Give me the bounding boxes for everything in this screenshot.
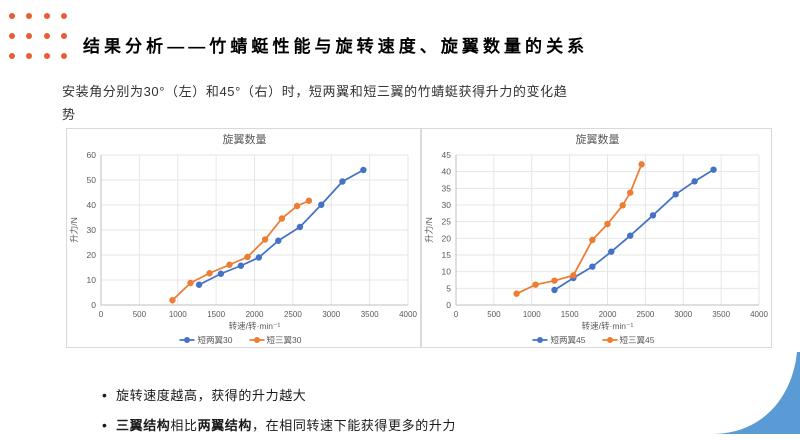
svg-text:10: 10 (442, 267, 452, 277)
svg-text:15: 15 (442, 250, 452, 260)
svg-text:3000: 3000 (322, 310, 340, 319)
svg-text:0: 0 (454, 310, 459, 319)
svg-text:45: 45 (442, 150, 452, 160)
svg-text:35: 35 (442, 183, 452, 193)
svg-text:25: 25 (442, 217, 452, 227)
svg-text:4000: 4000 (399, 310, 417, 319)
svg-text:4000: 4000 (750, 310, 768, 319)
svg-text:升力/N: 升力/N (424, 217, 434, 243)
svg-text:30: 30 (87, 225, 97, 235)
svg-text:500: 500 (487, 310, 501, 319)
svg-text:2000: 2000 (246, 310, 264, 319)
svg-text:0: 0 (446, 300, 451, 310)
svg-text:1000: 1000 (523, 310, 541, 319)
svg-text:40: 40 (442, 167, 452, 177)
svg-text:20: 20 (442, 233, 452, 243)
svg-text:3500: 3500 (712, 310, 730, 319)
svg-text:2000: 2000 (599, 310, 617, 319)
svg-text:1500: 1500 (207, 310, 225, 319)
svg-text:1500: 1500 (561, 310, 579, 319)
svg-text:500: 500 (133, 310, 147, 319)
svg-text:转速/转·min⁻¹: 转速/转·min⁻¹ (229, 321, 281, 331)
svg-text:50: 50 (87, 175, 97, 185)
svg-text:短三翼45: 短三翼45 (620, 335, 655, 345)
svg-text:40: 40 (87, 200, 97, 210)
svg-text:升力/N: 升力/N (69, 217, 79, 243)
svg-text:短两翼30: 短两翼30 (198, 335, 233, 345)
svg-text:3500: 3500 (361, 310, 379, 319)
svg-text:短三翼30: 短三翼30 (267, 335, 302, 345)
svg-text:5: 5 (446, 283, 451, 293)
svg-text:0: 0 (91, 300, 96, 310)
svg-text:3000: 3000 (674, 310, 692, 319)
svg-text:2500: 2500 (636, 310, 654, 319)
svg-text:20: 20 (87, 250, 97, 260)
svg-text:30: 30 (442, 200, 452, 210)
svg-text:转速/转·min⁻¹: 转速/转·min⁻¹ (582, 321, 634, 331)
svg-text:旋翼数量: 旋翼数量 (223, 132, 267, 146)
svg-text:10: 10 (87, 275, 97, 285)
svg-text:0: 0 (99, 310, 104, 319)
svg-text:1000: 1000 (169, 310, 187, 319)
svg-text:60: 60 (87, 150, 97, 160)
svg-text:短两翼45: 短两翼45 (551, 335, 586, 345)
svg-text:2500: 2500 (284, 310, 302, 319)
svg-text:旋翼数量: 旋翼数量 (576, 132, 620, 146)
